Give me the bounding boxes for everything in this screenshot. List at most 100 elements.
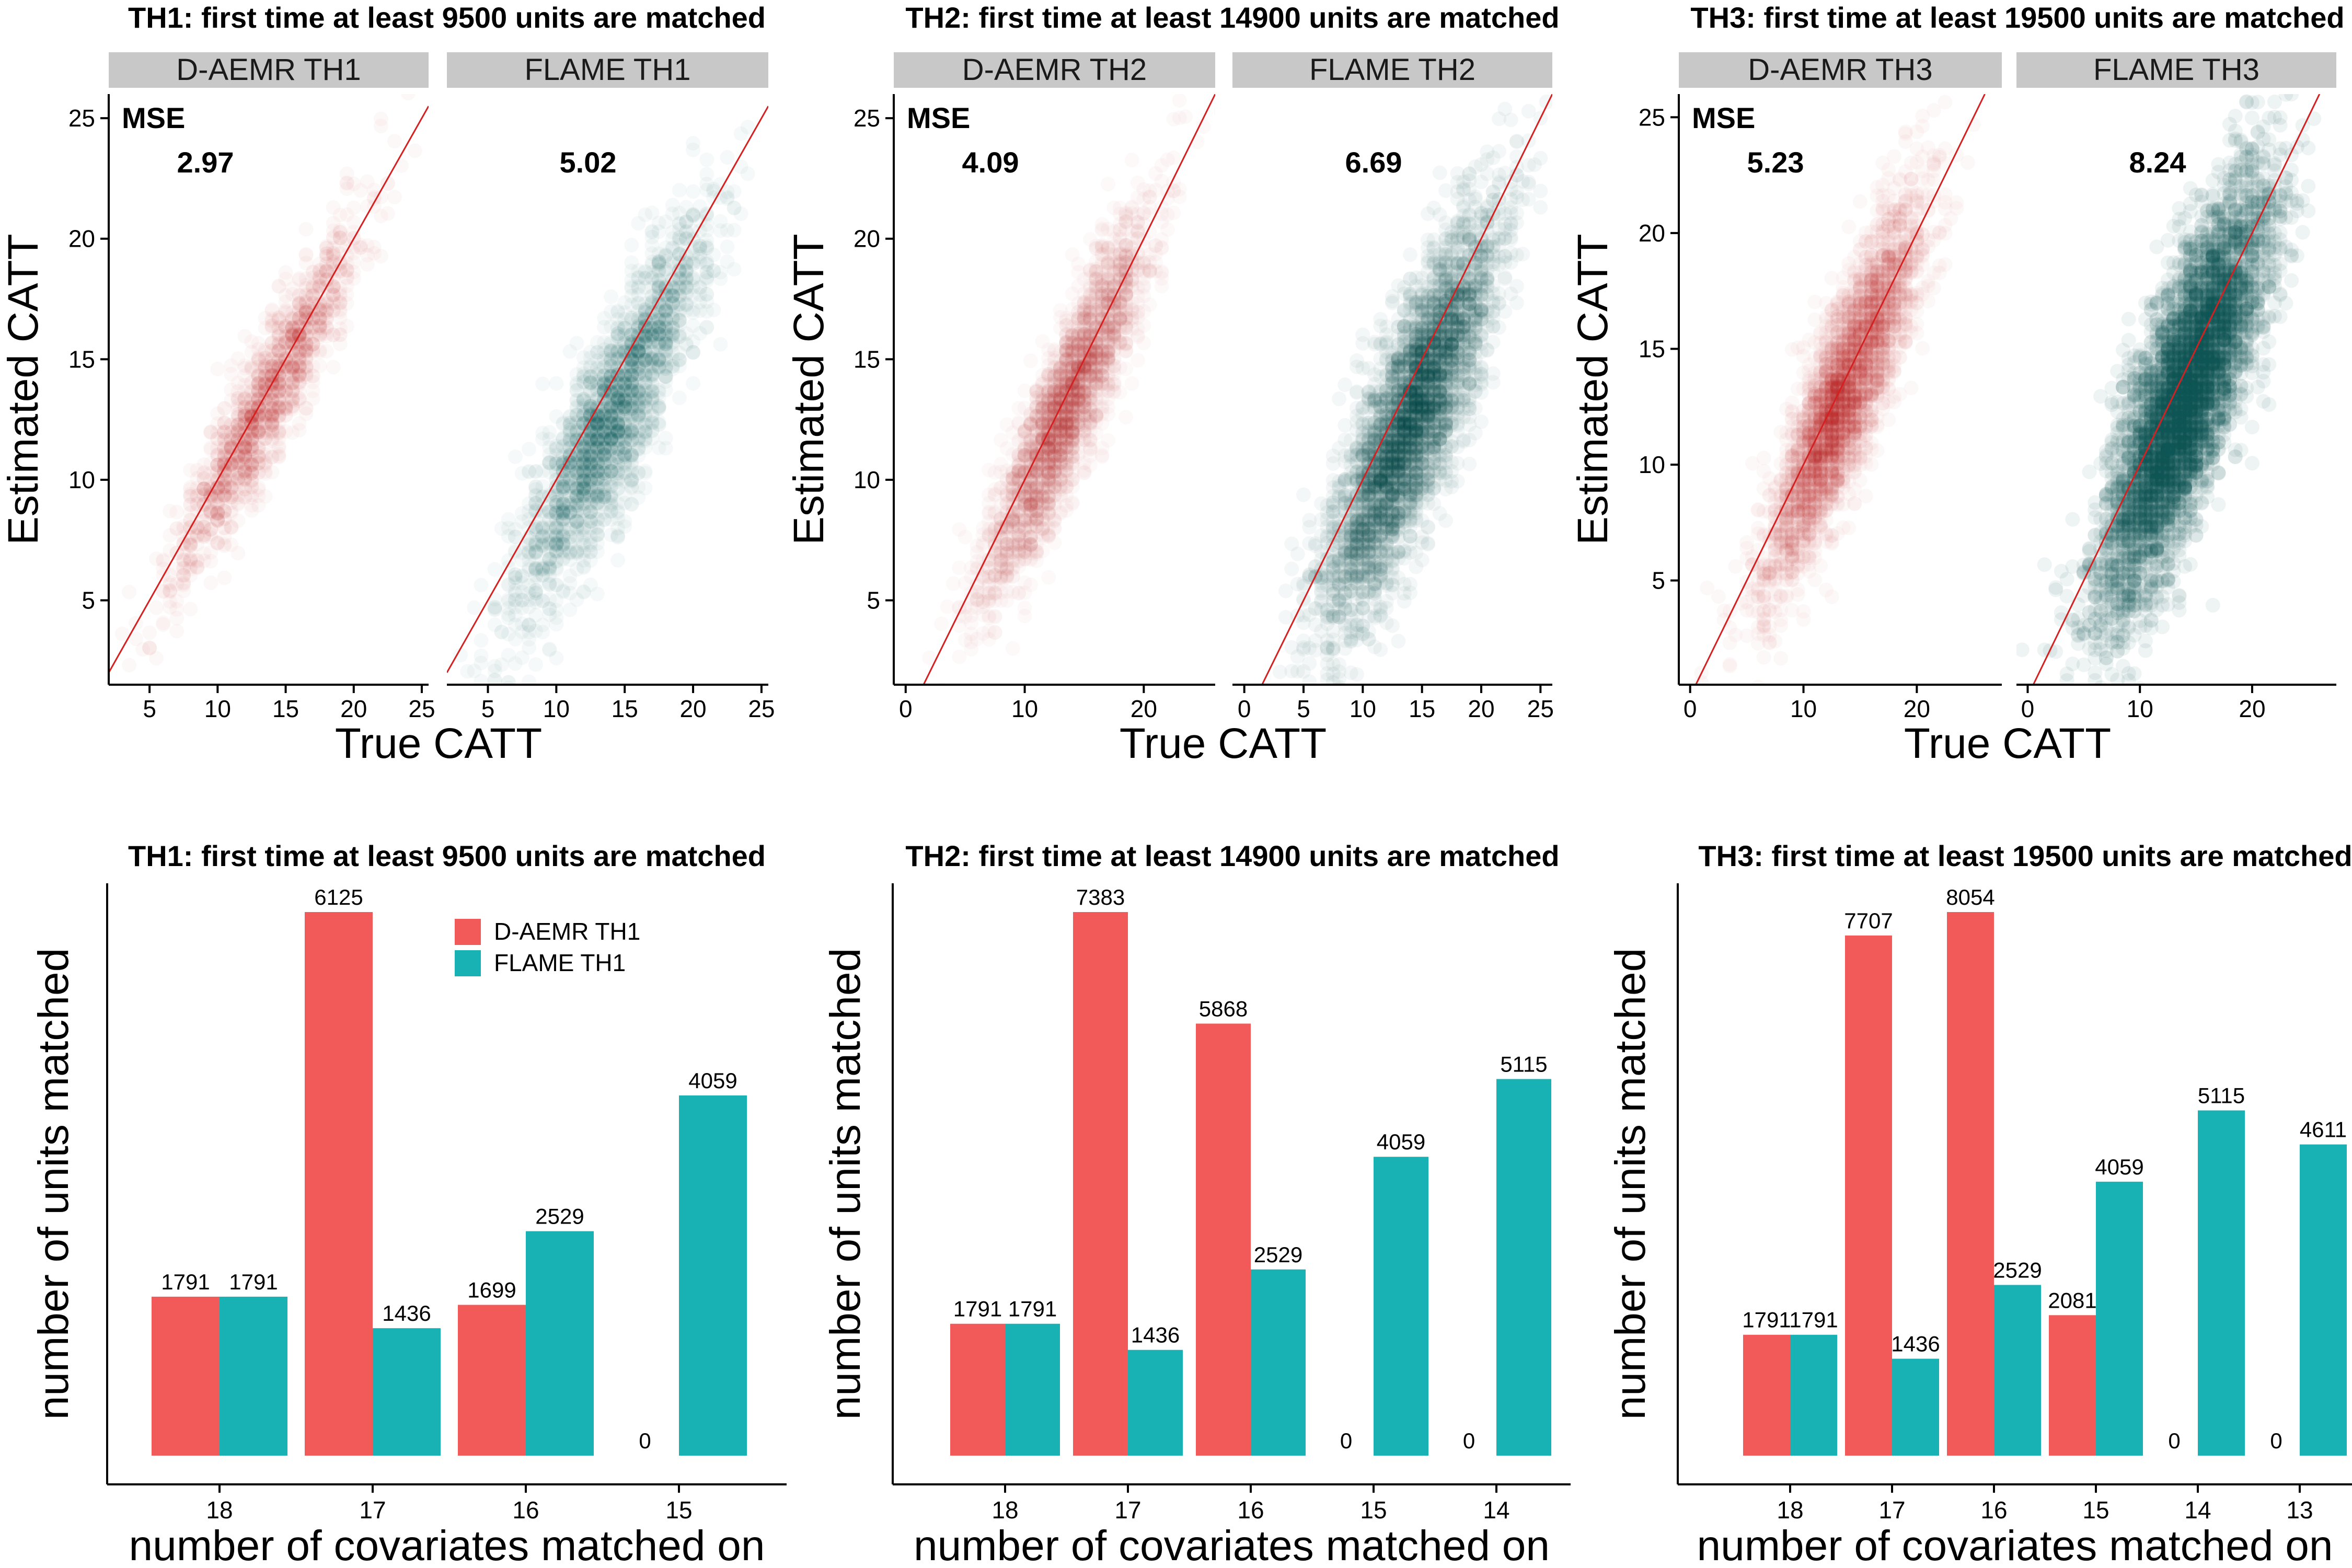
y-tick-label: 15 xyxy=(68,345,95,373)
scatter-point xyxy=(210,489,225,503)
scatter-point xyxy=(494,625,509,639)
scatter-point xyxy=(474,656,488,671)
scatter-point xyxy=(535,426,550,441)
scatter-point xyxy=(237,368,252,383)
scatter-point xyxy=(679,296,694,311)
scatter-point xyxy=(672,183,687,198)
scatter-point xyxy=(169,562,184,577)
scatter-point xyxy=(1119,410,1133,424)
facet-strip-label: D-AEMR TH1 xyxy=(176,53,361,87)
scatter-point xyxy=(577,585,591,599)
scatter-point xyxy=(610,472,625,487)
scatter-point xyxy=(549,455,563,469)
scatter-point xyxy=(631,408,645,423)
scatter-point xyxy=(549,603,563,617)
scatter-point xyxy=(508,691,523,706)
scatter-point xyxy=(1131,353,1145,367)
scatter-point xyxy=(522,640,536,655)
scatter-point xyxy=(279,408,293,422)
scatter-point xyxy=(577,407,591,421)
x-tick-label: 15 xyxy=(612,695,638,722)
scatter-point xyxy=(467,601,481,615)
x-tick-label: 5 xyxy=(481,695,495,722)
scatter-point xyxy=(720,239,735,254)
scatter-point xyxy=(149,601,164,615)
scatter-point xyxy=(340,270,354,285)
scatter-point xyxy=(590,586,605,601)
scatter-point xyxy=(460,706,475,720)
scatter-point xyxy=(922,697,937,712)
scatter-point xyxy=(610,553,625,568)
scatter-point xyxy=(679,326,694,341)
scatter-point xyxy=(652,441,666,455)
scatter-point xyxy=(638,481,653,495)
x-tick-label: 20 xyxy=(340,695,367,722)
scatter-point xyxy=(408,143,422,158)
scatter-point xyxy=(508,449,523,464)
scatter-point xyxy=(528,657,543,672)
scatter-point xyxy=(672,206,687,221)
scatter-point xyxy=(244,391,259,406)
scatter-point xyxy=(713,214,728,229)
scatter-point xyxy=(590,434,605,448)
scatter-point xyxy=(230,424,245,439)
scatter-point xyxy=(570,447,584,462)
scatter-point xyxy=(203,575,218,590)
scatter-point xyxy=(934,616,949,631)
scatter-point xyxy=(672,238,687,252)
scatter-point xyxy=(176,578,191,592)
scatter-point xyxy=(197,514,211,529)
scatter-point xyxy=(387,134,402,148)
scatter-point xyxy=(706,303,721,317)
scatter-point xyxy=(597,311,612,326)
scatter-point xyxy=(556,432,570,447)
mse-value: 5.02 xyxy=(560,146,617,179)
scatter-point xyxy=(570,544,584,559)
x-tick-label: 20 xyxy=(679,695,706,722)
scatter-point xyxy=(699,167,714,181)
scatter-point xyxy=(224,506,238,521)
scatter-point xyxy=(638,440,653,455)
scatter-point xyxy=(251,440,266,455)
scatter-point xyxy=(522,674,536,689)
scatter-chart-2: TH2: first time at least 14900 units are… xyxy=(785,1,1560,767)
scatter-point xyxy=(360,238,375,253)
scatter-point xyxy=(1018,609,1032,624)
scatter-point xyxy=(142,626,157,640)
scatter-point xyxy=(617,376,632,390)
scatter-point xyxy=(203,425,218,440)
scatter-point xyxy=(387,190,402,204)
scatter-point xyxy=(474,633,488,648)
x-tick-label: 10 xyxy=(204,695,231,722)
scatter-point xyxy=(727,223,742,237)
scatter-point xyxy=(292,391,307,406)
scatter-point xyxy=(659,360,673,374)
scatter-point xyxy=(624,238,639,252)
scatter-point xyxy=(713,337,728,352)
scatter-point xyxy=(727,201,742,215)
y-tick-label: 10 xyxy=(68,466,95,493)
scatter-point xyxy=(624,361,639,376)
scatter-point xyxy=(1214,104,1228,119)
y-tick-label: 25 xyxy=(68,105,95,132)
scatter-point xyxy=(535,538,550,553)
scatter-point xyxy=(1041,570,1056,585)
scatter-point xyxy=(299,248,314,262)
scatter-point xyxy=(727,262,742,276)
scatter-point xyxy=(508,586,523,601)
scatter-point xyxy=(1006,641,1020,656)
scatter-point xyxy=(604,290,618,304)
scatter-point xyxy=(686,376,700,391)
scatter-point xyxy=(374,209,388,223)
scatter-point xyxy=(122,658,136,673)
scatter-point xyxy=(659,214,673,229)
scatter-point xyxy=(501,675,516,689)
scatter-point xyxy=(699,257,714,272)
scatter-point xyxy=(645,230,660,245)
x-tick-label: 25 xyxy=(748,695,775,722)
identity-line xyxy=(109,106,429,673)
scatter-point xyxy=(556,489,570,503)
scatter-point xyxy=(183,551,198,566)
